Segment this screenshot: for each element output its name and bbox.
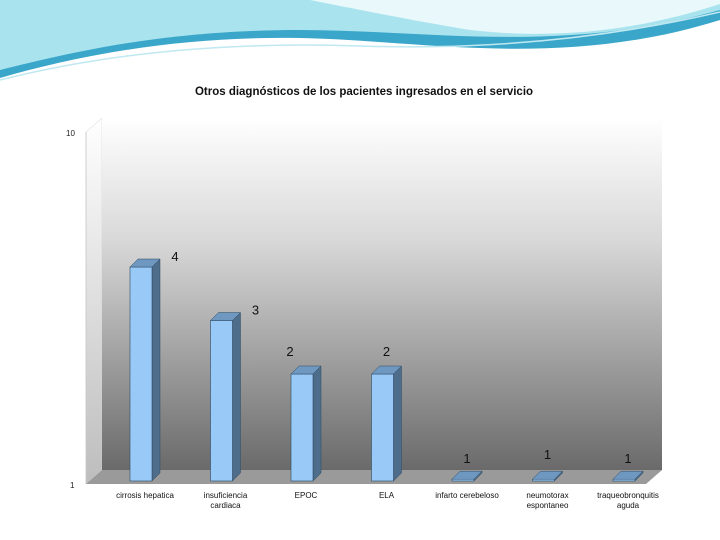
data-label-7: 1 — [624, 451, 631, 466]
y-tick-label-bottom: 1 — [70, 481, 75, 490]
data-label-6: 1 — [544, 447, 551, 462]
data-label-1: 4 — [171, 249, 178, 264]
bar-side — [151, 258, 161, 482]
category-label-4: ELA — [379, 491, 395, 500]
header-wave-pale — [310, 0, 720, 34]
bar-side — [312, 365, 322, 482]
bar-front — [290, 373, 314, 482]
chart-title: Otros diagnósticos de los pacientes ingr… — [194, 86, 534, 98]
bar-front — [532, 478, 555, 482]
bar-top — [531, 470, 564, 480]
bar-top — [209, 312, 242, 321]
category-label-3: EPOC — [295, 491, 318, 500]
category-label-7: traqueobronquitis aguda — [597, 491, 659, 510]
bar-front — [612, 478, 636, 482]
data-label-5: 1 — [463, 451, 470, 466]
data-label-2: 3 — [252, 303, 259, 318]
bar-top — [612, 470, 644, 480]
bar-top — [290, 365, 322, 375]
bar-top — [370, 365, 403, 375]
bar-front — [129, 266, 153, 482]
bar-top — [451, 470, 483, 480]
header-wave-line — [0, 11, 720, 81]
category-label-5: infarto cerebeloso — [435, 491, 499, 500]
bar-front — [210, 320, 233, 482]
bar-4 — [370, 365, 403, 482]
plot-side-wall — [85, 117, 103, 485]
bar-1 — [129, 258, 161, 482]
bar-top — [129, 258, 161, 268]
category-label-6: neumotorax espontaneo — [526, 491, 569, 510]
bar-side — [393, 365, 402, 482]
bar-2 — [209, 311, 242, 482]
data-label-3: 2 — [286, 344, 293, 359]
bar-front — [371, 373, 394, 482]
y-tick-label-top: 10 — [66, 129, 75, 138]
category-label-1: cirrosis hepatica — [116, 491, 174, 500]
bar-side — [232, 311, 241, 482]
bar-3 — [290, 365, 322, 482]
bar-6 — [531, 470, 564, 482]
bar-7 — [612, 470, 644, 482]
bar-5 — [451, 470, 483, 482]
bar-front — [451, 478, 475, 482]
category-label-2: insuficiencia cardiaca — [204, 491, 248, 510]
data-label-4: 2 — [383, 344, 390, 359]
